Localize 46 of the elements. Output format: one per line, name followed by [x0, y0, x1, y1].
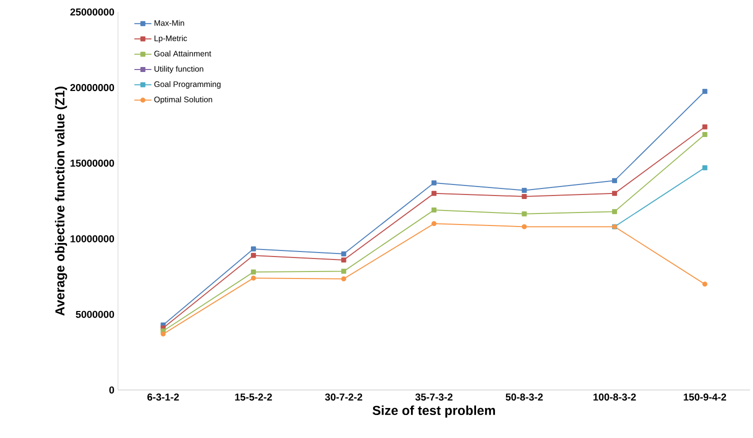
x-tick-label: 150-9-4-2 [684, 394, 726, 401]
point [522, 194, 527, 199]
y-axis-title: Average objective function value (Z1) [54, 86, 68, 316]
point [612, 190, 618, 196]
point [250, 252, 256, 258]
legend-label: Utility function [154, 66, 204, 74]
y-tick-label: 20000000 [70, 84, 114, 92]
legend-label: Optimal Solution [154, 96, 212, 104]
point [612, 209, 618, 214]
legend-label: Goal Programming [154, 81, 221, 89]
point [250, 246, 256, 252]
y-tick-label: 25000000 [70, 8, 114, 16]
x-tick-label: 6-3-1-2 [147, 394, 179, 401]
point [522, 188, 527, 193]
y-tick-label: 0 [109, 386, 114, 394]
point [341, 251, 346, 256]
point [702, 124, 708, 130]
x-tick-label: 100-8-3-2 [594, 394, 636, 401]
x-axis-title: Size of test problem [372, 405, 495, 418]
y-tick-label: 15000000 [70, 160, 114, 167]
x-tick-label: 35-7-3-2 [415, 394, 452, 401]
point [522, 211, 527, 216]
x-tick-label: 15-5-2-2 [235, 394, 272, 401]
legend-label: Lp-Metric [154, 35, 188, 43]
point [341, 268, 346, 274]
point [432, 190, 436, 196]
point [432, 208, 436, 213]
point [250, 276, 256, 281]
point [702, 88, 708, 94]
point [702, 282, 708, 287]
point [612, 178, 618, 184]
point [522, 224, 527, 230]
y-tick-label: 5000000 [76, 310, 114, 318]
point [432, 180, 436, 186]
point [702, 165, 708, 170]
point [432, 221, 436, 226]
legend-label: Max-Min [154, 20, 184, 26]
point [702, 132, 708, 137]
y-tick-label: 10000000 [70, 235, 114, 242]
point [341, 276, 346, 282]
x-tick-label: 50-8-3-2 [506, 394, 543, 401]
point [341, 257, 346, 262]
point [160, 332, 166, 337]
point [250, 270, 256, 275]
legend-label: Goal Attainment [154, 50, 212, 56]
x-tick-label: 30-7-2-2 [325, 394, 362, 401]
